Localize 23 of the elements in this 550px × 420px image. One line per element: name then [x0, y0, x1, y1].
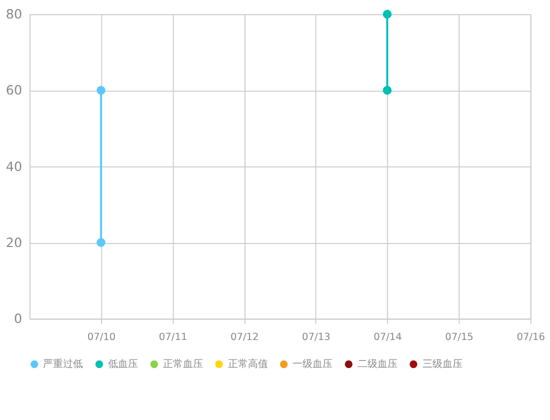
- y-tick-label: 20: [6, 236, 22, 251]
- legend-label: 二级血压: [358, 358, 398, 370]
- legend-label: 三级血压: [422, 358, 462, 370]
- y-tick-label: 60: [6, 84, 22, 99]
- x-tick-label: 07/14: [374, 332, 402, 343]
- legend-label: 低血压: [108, 358, 138, 370]
- x-tick-label: 07/12: [230, 332, 259, 343]
- x-tick-label: 07/11: [158, 332, 188, 343]
- y-tick-label: 40: [6, 160, 22, 175]
- x-tick-label: 07/13: [302, 332, 330, 343]
- x-tick-label: 07/15: [445, 332, 474, 343]
- x-tick-label: 07/16: [516, 332, 545, 343]
- legend-label: 正常血压: [163, 358, 204, 370]
- point: [382, 10, 392, 19]
- point: [96, 86, 106, 95]
- legend-label: 一级血压: [292, 358, 333, 370]
- y-tick-label: 0: [14, 312, 22, 328]
- x-tick-label: 07/10: [87, 332, 116, 343]
- legend-label: 正常高值: [228, 358, 268, 370]
- y-tick-label: 80: [6, 8, 22, 23]
- legend-label: 严重过低: [43, 358, 84, 370]
- point: [96, 238, 106, 247]
- point: [382, 86, 392, 95]
